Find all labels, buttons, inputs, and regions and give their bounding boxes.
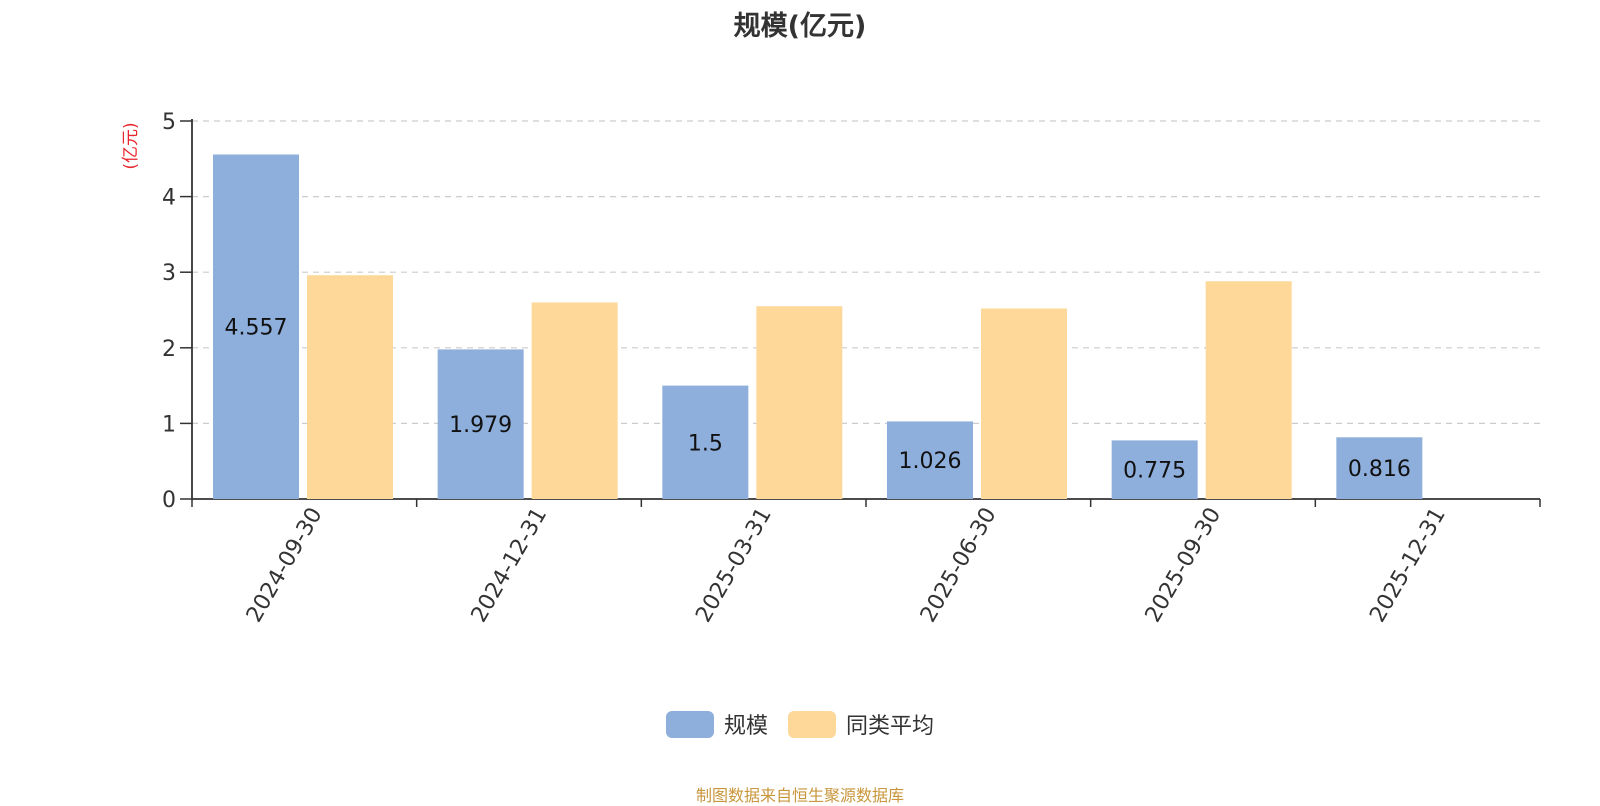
- legend-swatch-peer-average: [788, 710, 836, 738]
- bar-peer-average-2025-03-31: [756, 306, 843, 499]
- legend-swatch-scale: [665, 710, 714, 738]
- legend: 规模 同类平均: [0, 708, 1600, 740]
- data-label-2025-03-31: 1.5: [688, 431, 723, 456]
- data-label-2024-12-31: 1.979: [449, 413, 512, 438]
- y-tick-label-0: 0: [162, 488, 176, 513]
- x-tick-label-2025-03-31: 2025-03-31: [691, 504, 777, 627]
- bar-scale-2025-12-31: [1336, 437, 1423, 499]
- x-tick-label-2025-09-30: 2025-09-30: [1141, 504, 1227, 627]
- legend-item-scale[interactable]: 规模: [665, 708, 768, 740]
- bar-scale-2024-12-31: [437, 349, 524, 499]
- data-label-2024-09-30: 4.557: [225, 316, 288, 341]
- bar-peer-average-2024-12-31: [531, 302, 618, 499]
- x-tick-label-2024-09-30: 2024-09-30: [242, 504, 328, 627]
- y-tick-label-5: 5: [162, 110, 176, 135]
- y-tick-label-3: 3: [162, 261, 176, 286]
- chart-title: 规模(亿元): [733, 11, 867, 42]
- y-tick-label-4: 4: [162, 186, 176, 211]
- x-tick-label-2025-12-31: 2025-12-31: [1365, 504, 1451, 627]
- y-axis-label: (亿元): [121, 122, 141, 169]
- data-label-2025-12-31: 0.816: [1348, 457, 1411, 482]
- legend-item-peer-average[interactable]: 同类平均: [788, 708, 934, 740]
- bar-peer-average-2025-06-30: [981, 308, 1067, 499]
- bar-scale-2025-03-31: [662, 385, 749, 499]
- y-tick-label-2: 2: [162, 337, 176, 362]
- legend-label-scale: 规模: [723, 714, 768, 739]
- bar-scale-2025-06-30: [887, 421, 973, 499]
- legend-label-peer-average: 同类平均: [846, 714, 935, 739]
- bar-scale-2025-09-30: [1111, 440, 1198, 499]
- x-tick-label-2025-06-30: 2025-06-30: [916, 504, 1002, 627]
- bar-scale-2024-09-30: [213, 154, 299, 500]
- bar-peer-average-2025-09-30: [1205, 281, 1292, 499]
- data-label-2025-06-30: 1.026: [899, 449, 962, 474]
- data-source-note: 制图数据来自恒生聚源数据库: [695, 786, 904, 805]
- data-label-2025-09-30: 0.775: [1123, 459, 1186, 484]
- y-tick-label-1: 1: [162, 412, 176, 437]
- x-tick-label-2024-12-31: 2024-12-31: [467, 504, 553, 627]
- bar-peer-average-2024-09-30: [307, 275, 393, 499]
